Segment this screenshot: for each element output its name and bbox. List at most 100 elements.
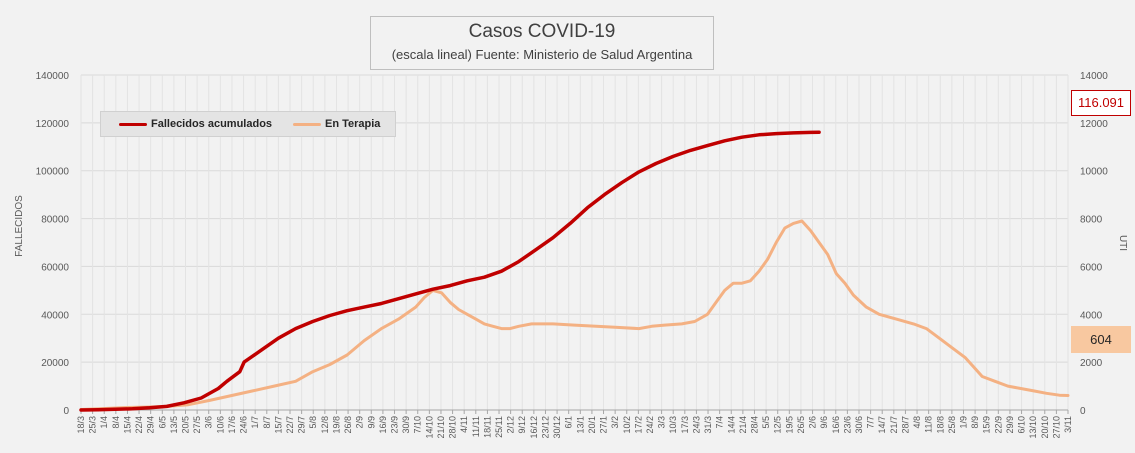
x-tick-label: 19/5: [784, 416, 794, 434]
x-tick-label: 3/2: [610, 416, 620, 429]
legend-item-fallecidos: Fallecidos acumulados: [119, 118, 272, 130]
x-axis-ticks: 18/3 25/3 1/4 8/4 15/4 22/4 29/4 6/5 13/5 20/5 27/…: [76, 409, 1073, 439]
x-tick-label: 4/11: [459, 416, 469, 433]
x-tick-label: 25/11: [494, 416, 504, 438]
x-tick-label: 9/6: [819, 416, 829, 429]
x-tick-label: 9/9: [366, 416, 376, 429]
y-tick-label: 60000: [41, 262, 69, 273]
x-tick-label: 13/1: [575, 416, 585, 434]
x-tick-label: 13/5: [169, 416, 179, 434]
x-tick-label: 17/6: [227, 416, 237, 434]
x-tick-label: 28/4: [749, 416, 759, 434]
x-tick-label: 21/10: [436, 416, 446, 439]
right-axis-ticks: 0 2000 4000 6000 8000 10000 12000 14000: [1080, 71, 1108, 417]
x-tick-label: 30/6: [854, 416, 864, 434]
y2-tick-label: 14000: [1080, 71, 1108, 82]
x-tick-label: 20/1: [587, 416, 597, 434]
x-tick-label: 16/12: [529, 416, 539, 439]
x-tick-label: 1/9: [958, 416, 968, 429]
x-tick-label: 3/3: [657, 416, 667, 429]
x-tick-label: 30/9: [401, 416, 411, 434]
x-tick-label: 10/2: [622, 416, 632, 434]
x-tick-label: 24/2: [645, 416, 655, 434]
x-tick-label: 22/4: [134, 416, 144, 434]
y-tick-label: 140000: [36, 71, 70, 82]
x-tick-label: 26/8: [343, 416, 353, 434]
x-tick-label: 28/7: [900, 416, 910, 434]
x-tick-label: 6/5: [157, 416, 167, 429]
x-tick-label: 8/4: [111, 416, 121, 429]
y2-tick-label: 0: [1080, 406, 1086, 417]
x-tick-label: 6/10: [1017, 416, 1027, 434]
x-tick-label: 14/10: [424, 416, 434, 439]
y2-tick-label: 4000: [1080, 310, 1103, 321]
x-tick-label: 2/12: [506, 416, 516, 434]
y2-tick-label: 10000: [1080, 167, 1108, 178]
x-tick-label: 1/7: [250, 416, 260, 429]
x-tick-label: 25/8: [947, 416, 957, 434]
x-tick-label: 10/6: [215, 416, 225, 434]
legend-label-fallecidos: Fallecidos acumulados: [151, 118, 273, 130]
y-tick-label: 40000: [41, 310, 69, 321]
x-tick-label: 16/9: [378, 416, 388, 434]
x-tick-label: 18/3: [76, 416, 86, 434]
x-tick-label: 12/5: [773, 416, 783, 434]
x-tick-label: 5/5: [761, 416, 771, 429]
x-tick-label: 27/10: [1051, 416, 1061, 439]
y-tick-label: 120000: [36, 119, 70, 130]
x-tick-label: 18/8: [935, 416, 945, 434]
x-tick-label: 3/6: [204, 416, 214, 429]
x-tick-label: 29/9: [1005, 416, 1015, 434]
x-tick-label: 29/7: [297, 416, 307, 434]
chart-subtitle: (escala lineal) Fuente: Ministerio de Sa…: [391, 47, 693, 62]
x-tick-label: 14/4: [726, 416, 736, 434]
x-tick-label: 24/3: [691, 416, 701, 434]
x-tick-label: 18/11: [482, 416, 492, 438]
y2-tick-label: 2000: [1080, 358, 1103, 369]
x-tick-label: 20/5: [181, 416, 191, 434]
x-tick-label: 27/5: [192, 416, 202, 434]
x-tick-label: 3/11: [1063, 416, 1073, 433]
legend-label-terapia: En Terapia: [325, 118, 381, 130]
x-tick-label: 30/12: [552, 416, 562, 439]
y-tick-label: 0: [63, 406, 69, 417]
x-tick-label: 11/11: [471, 416, 481, 437]
x-tick-label: 1/4: [99, 416, 109, 429]
x-tick-label: 7/10: [413, 416, 423, 434]
last-value-fallecidos: 116.091: [1071, 90, 1131, 116]
y-tick-label: 100000: [36, 167, 70, 178]
series-line-fallecidos: [79, 130, 821, 412]
x-tick-label: 19/8: [331, 416, 341, 434]
x-tick-label: 16/6: [831, 416, 841, 434]
x-tick-label: 23/12: [540, 416, 550, 439]
x-tick-label: 8/9: [970, 416, 980, 429]
legend: Fallecidos acumulados En Terapia: [100, 111, 396, 137]
x-tick-label: 27/1: [599, 416, 609, 434]
x-tick-label: 31/3: [703, 416, 713, 434]
y2-tick-label: 8000: [1080, 215, 1103, 226]
y-tick-label: 80000: [41, 215, 69, 226]
y-axis-label: FALLECIDOS: [14, 195, 25, 257]
series-line-terapia: [79, 219, 1070, 411]
x-tick-label: 22/9: [993, 416, 1003, 434]
x-tick-label: 5/8: [308, 416, 318, 429]
x-tick-label: 9/12: [517, 416, 527, 434]
chart-title: Casos COVID-19: [468, 21, 616, 42]
series-lines: [79, 130, 1070, 412]
x-tick-label: 8/7: [262, 416, 272, 429]
x-tick-label: 15/9: [982, 416, 992, 434]
x-tick-label: 13/10: [1028, 416, 1038, 439]
x-tick-label: 12/8: [320, 416, 330, 434]
x-tick-label: 15/4: [122, 416, 132, 434]
x-tick-label: 10/3: [668, 416, 678, 434]
legend-swatch-terapia: [293, 122, 321, 126]
x-tick-label: 22/7: [285, 416, 295, 434]
x-tick-label: 11/8: [924, 416, 934, 433]
x-tick-label: 23/6: [842, 416, 852, 434]
x-tick-label: 6/1: [564, 416, 574, 429]
x-tick-label: 2/9: [355, 416, 365, 429]
x-tick-label: 25/3: [88, 416, 98, 434]
x-tick-label: 21/4: [738, 416, 748, 434]
x-tick-label: 7/7: [866, 416, 876, 429]
